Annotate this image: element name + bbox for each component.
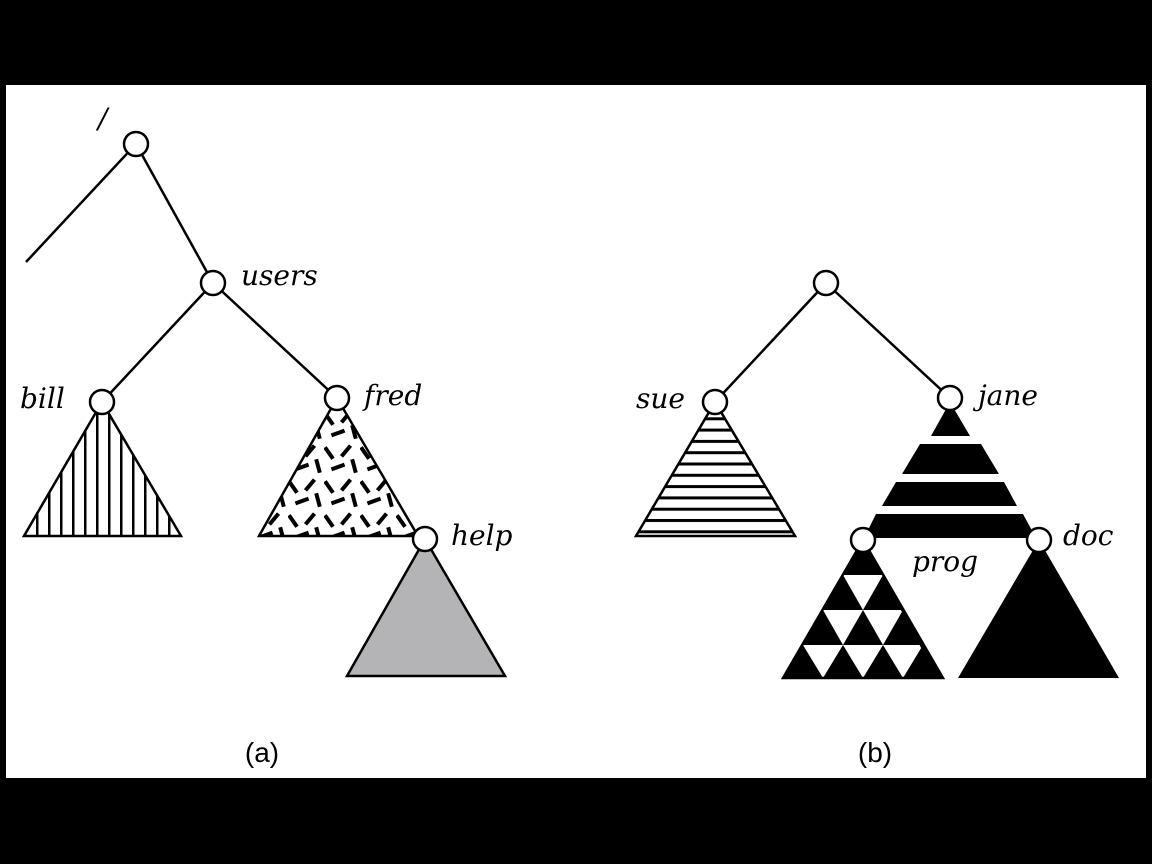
doc-label: doc	[1063, 519, 1114, 552]
root-b-node	[812, 269, 840, 297]
caption-a: (a)	[245, 737, 279, 768]
tree-b: sue jane prog doc (b)	[633, 269, 1119, 768]
jane-label: jane	[972, 379, 1038, 412]
sue-node	[701, 388, 729, 416]
prog-label: prog	[912, 545, 978, 578]
edge-users-bill	[101, 282, 214, 403]
fred-label: fred	[362, 379, 422, 412]
users-node	[199, 269, 227, 297]
users-label: users	[241, 259, 318, 292]
help-label: help	[451, 519, 513, 552]
fred-subtree	[256, 395, 421, 538]
root-node	[122, 130, 150, 158]
bill-label: bill	[20, 382, 65, 415]
sue-label: sue	[636, 382, 685, 415]
edge-root-users	[134, 143, 215, 284]
doc-node	[1025, 526, 1053, 554]
bill-node	[88, 388, 116, 416]
edge-root-sue	[714, 282, 827, 403]
jane-node	[936, 384, 964, 412]
help-subtree	[344, 536, 508, 678]
tree-a: / users bill fred help (a)	[20, 102, 513, 768]
root-label: /	[95, 102, 110, 135]
jane-subtree	[864, 402, 1036, 538]
help-node	[411, 525, 439, 553]
edge-root-jane	[825, 282, 951, 399]
bill-subtree	[21, 399, 184, 538]
edge-users-fred	[212, 282, 338, 399]
doc-subtree	[958, 540, 1119, 678]
edge-root-left	[25, 143, 137, 263]
sue-subtree	[633, 399, 798, 538]
fred-node	[323, 384, 351, 412]
prog-node	[849, 526, 877, 554]
caption-b: (b)	[858, 737, 892, 768]
